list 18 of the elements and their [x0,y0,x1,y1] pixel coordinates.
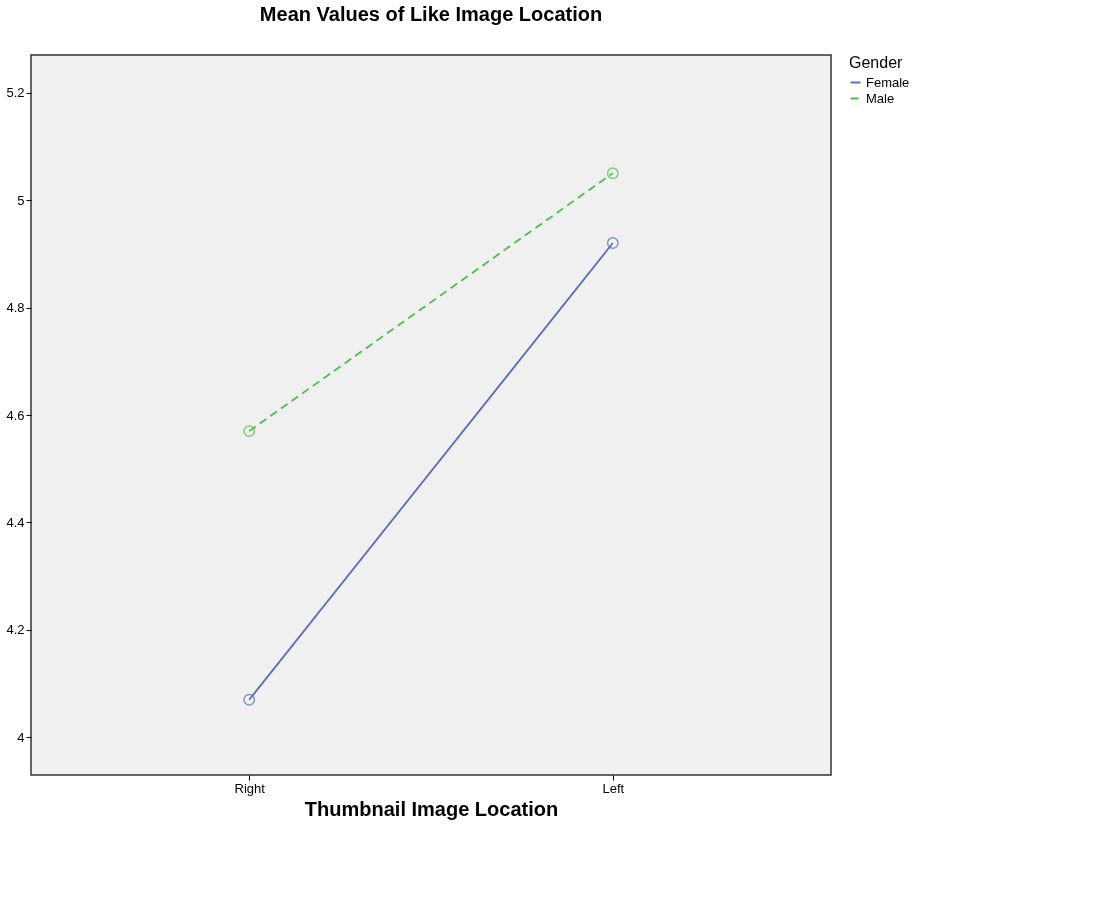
x-axis-title: Thumbnail Image Location [304,797,559,820]
y-tick-label: 4.4 [6,514,25,530]
x-tick-label: Right [234,780,266,796]
y-tick-label: 4.8 [6,300,25,316]
chart-title: Mean Values of Like Image Location [259,3,603,25]
y-tick-label: 5.2 [6,85,25,101]
y-tick-label: 4.2 [6,622,25,638]
legend-label: Female [866,74,910,90]
point [243,425,256,438]
point [243,693,256,706]
x-tick-label: Left [602,780,625,796]
y-tick-label: 5 [17,192,25,208]
point [606,167,619,180]
legend-title: Gender [849,54,904,71]
legend-label: Male [866,90,895,106]
y-tick-label: 4 [17,729,25,745]
point [606,237,619,250]
y-tick-label: 4.6 [6,407,25,423]
